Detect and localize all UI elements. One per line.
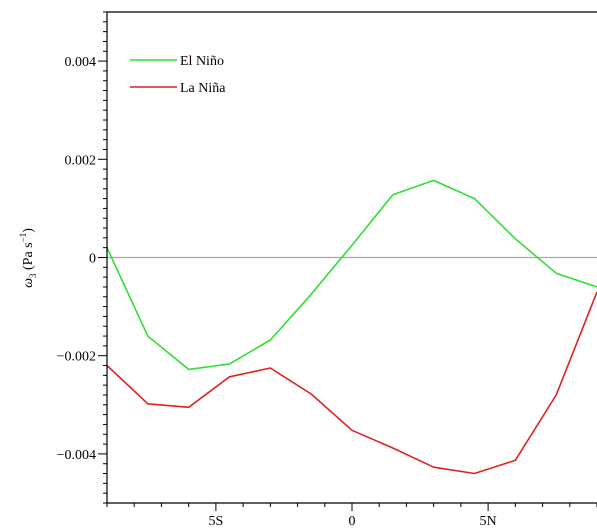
y-tick-label: 0 bbox=[89, 252, 96, 267]
series-line-la-nina bbox=[106, 291, 597, 475]
x-tick-label: 5S bbox=[208, 514, 223, 529]
series-line-el-nino bbox=[106, 179, 597, 371]
y-tick-label: 0.002 bbox=[65, 153, 97, 168]
chart-axes: 0.004 0.002 0 −0.002 −0.004 5S 0 5N bbox=[57, 11, 597, 529]
chart-series bbox=[106, 179, 597, 475]
y-tick-label: −0.002 bbox=[57, 350, 96, 365]
y-axis-label: ω3 (Pa s−1) bbox=[18, 228, 38, 288]
y-tick-label: 0.004 bbox=[65, 55, 97, 70]
x-tick-label: 0 bbox=[349, 514, 356, 529]
x-tick-label: 5N bbox=[480, 514, 497, 529]
chart-legend: El Niño La Niña bbox=[130, 54, 226, 96]
y-tick-label: −0.004 bbox=[57, 448, 96, 463]
legend-label: La Niña bbox=[180, 81, 226, 96]
legend-label: El Niño bbox=[180, 54, 224, 69]
